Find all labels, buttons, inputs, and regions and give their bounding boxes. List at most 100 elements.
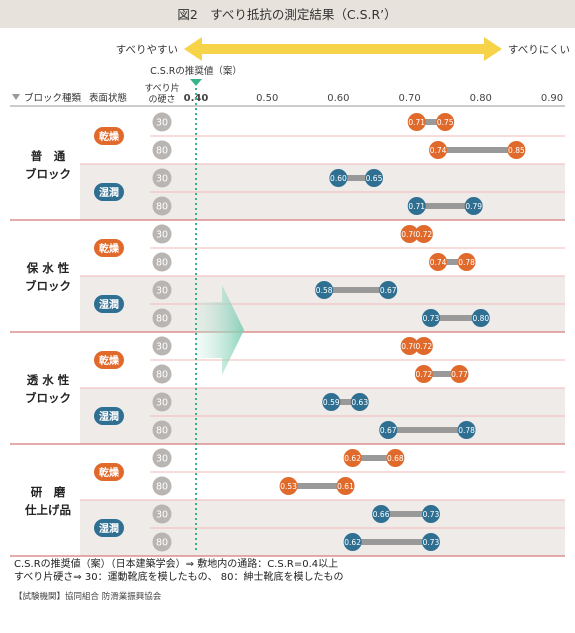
footnote: C.S.Rの推奨値（案）（日本建築学会）⇒ 敷地内の通路：C.S.R=0.4以上 xyxy=(14,557,338,570)
condition-label: 乾燥 xyxy=(99,130,120,143)
value-dot xyxy=(322,393,341,411)
value-dot xyxy=(457,253,476,271)
condition-label: 湿潤 xyxy=(99,410,119,423)
value-label: 0.66 xyxy=(373,510,390,519)
recommended-marker-icon xyxy=(190,79,202,86)
value-dot xyxy=(464,197,483,215)
condition-badge xyxy=(94,295,124,313)
value-label: 0.78 xyxy=(458,426,475,435)
hardness-value: 30 xyxy=(156,342,168,353)
value-label: 0.70 xyxy=(401,342,418,351)
scale-arrow-shaft xyxy=(198,44,488,54)
value-dot xyxy=(379,281,398,299)
group-name-line2: ブロック xyxy=(25,167,71,181)
hardness-value: 80 xyxy=(156,314,168,325)
condition-badge xyxy=(94,519,124,537)
header-hardness-line2: の硬さ xyxy=(148,94,175,105)
hardness-disc xyxy=(152,392,172,412)
value-dot xyxy=(429,141,448,159)
x-tick-label: 0.80 xyxy=(470,93,492,104)
value-label: 0.60 xyxy=(330,174,347,183)
value-dot xyxy=(343,449,362,467)
value-label: 0.58 xyxy=(316,286,333,295)
sort-triangle-icon xyxy=(12,94,20,100)
condition-label: 乾燥 xyxy=(99,466,120,479)
value-dot xyxy=(421,309,440,327)
hardness-value: 80 xyxy=(156,482,168,493)
condition-label: 乾燥 xyxy=(99,242,120,255)
value-dot xyxy=(450,365,469,383)
hardness-value: 80 xyxy=(156,426,168,437)
value-dot xyxy=(507,141,526,159)
header-category: ブロック種類 xyxy=(24,92,82,104)
hardness-disc xyxy=(152,308,172,328)
value-label: 0.72 xyxy=(415,370,432,379)
value-dot xyxy=(421,505,440,523)
value-label: 0.75 xyxy=(437,118,454,127)
value-label: 0.67 xyxy=(380,286,397,295)
hardness-value: 80 xyxy=(156,538,168,549)
value-label: 0.78 xyxy=(458,258,475,267)
hardness-value: 80 xyxy=(156,202,168,213)
hardness-value: 30 xyxy=(156,230,168,241)
hardness-disc xyxy=(152,476,172,496)
value-dot xyxy=(457,421,476,439)
hardness-value: 80 xyxy=(156,146,168,157)
hardness-disc xyxy=(152,420,172,440)
x-tick-label: 0.70 xyxy=(398,93,420,104)
value-label: 0.63 xyxy=(351,398,368,407)
footnote: すべり片硬さ⇒ 30：運動靴底を模したもの、 80：紳士靴底を模したもの xyxy=(14,570,344,583)
value-label: 0.73 xyxy=(423,314,440,323)
value-dot xyxy=(436,113,455,131)
value-label: 0.77 xyxy=(451,370,468,379)
scale-arrow-left-head xyxy=(184,37,202,61)
value-dot xyxy=(372,505,391,523)
scale-label-nonslip: すべりにくい xyxy=(508,44,570,56)
hardness-disc xyxy=(152,448,172,468)
group-name-line2: ブロック xyxy=(25,279,71,293)
header-surface: 表面状態 xyxy=(89,92,127,104)
condition-label: 湿潤 xyxy=(99,522,119,535)
source-note: 【試験機関】協同組合 防滑業振興協会 xyxy=(14,591,162,602)
hardness-value: 30 xyxy=(156,118,168,129)
value-label: 0.73 xyxy=(423,510,440,519)
value-dot xyxy=(407,113,426,131)
value-label: 0.73 xyxy=(423,538,440,547)
chart-title: 図2 すべり抵抗の測定結果（C.S.R’） xyxy=(177,7,396,22)
scale-arrow-right-head xyxy=(484,37,502,61)
title-bar xyxy=(0,0,575,28)
value-dot xyxy=(429,253,448,271)
value-label: 0.72 xyxy=(415,230,432,239)
group-name-line2: 仕上げ品 xyxy=(24,503,71,517)
x-tick-label: 0.50 xyxy=(256,93,278,104)
value-dot xyxy=(379,421,398,439)
condition-badge xyxy=(94,239,124,257)
condition-badge xyxy=(94,183,124,201)
value-dot xyxy=(400,225,419,243)
value-label: 0.80 xyxy=(472,314,489,323)
value-label: 0.71 xyxy=(408,202,425,211)
value-label: 0.79 xyxy=(465,202,482,211)
condition-label: 乾燥 xyxy=(99,354,120,367)
value-dot xyxy=(414,365,433,383)
value-dot xyxy=(471,309,490,327)
header-hardness-line1: すべり片 xyxy=(144,82,179,94)
value-label: 0.67 xyxy=(380,426,397,435)
value-label: 0.62 xyxy=(344,538,361,547)
recommended-label: C.S.Rの推奨値（案） xyxy=(150,65,242,77)
value-label: 0.72 xyxy=(415,342,432,351)
condition-label: 湿潤 xyxy=(99,298,119,311)
x-tick-label: 0.90 xyxy=(541,93,563,104)
value-label: 0.59 xyxy=(323,398,340,407)
hardness-disc xyxy=(152,196,172,216)
scale-label-slippery: すべりやすい xyxy=(116,44,178,56)
value-label: 0.74 xyxy=(430,258,447,267)
hardness-value: 80 xyxy=(156,258,168,269)
value-dot xyxy=(414,225,433,243)
hardness-disc xyxy=(152,140,172,160)
hardness-value: 30 xyxy=(156,174,168,185)
condition-badge xyxy=(94,407,124,425)
condition-badge xyxy=(94,127,124,145)
